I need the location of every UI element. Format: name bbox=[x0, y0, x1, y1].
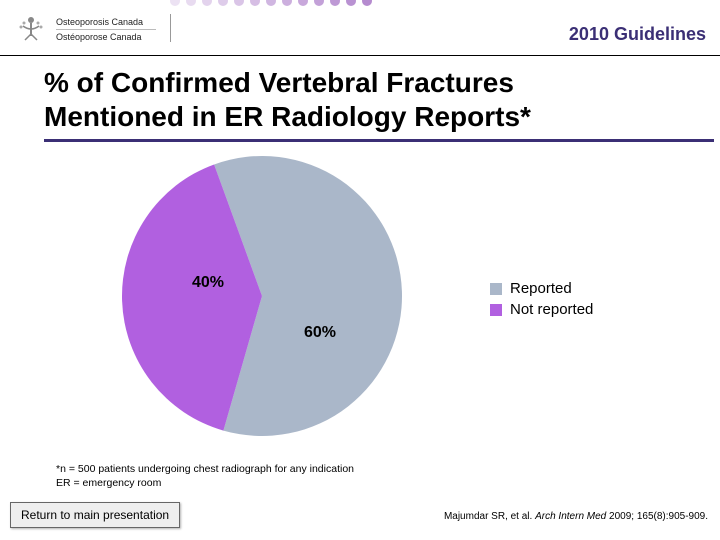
legend-label: Not reported bbox=[510, 301, 593, 318]
pie-label-reported: 40% bbox=[192, 274, 224, 292]
footnote: *n = 500 patients undergoing chest radio… bbox=[56, 462, 354, 490]
page-title: % of Confirmed Vertebral Fractures Menti… bbox=[0, 56, 720, 150]
org-name-fr: Ostéoporose Canada bbox=[56, 32, 156, 42]
legend-label: Reported bbox=[510, 280, 572, 297]
header-dots bbox=[170, 0, 372, 6]
pie-label-not-reported: 60% bbox=[304, 324, 336, 342]
title-line-2: Mentioned in ER Radiology Reports* bbox=[44, 101, 531, 132]
footnote-line-1: *n = 500 patients undergoing chest radio… bbox=[56, 462, 354, 476]
citation-prefix: Majumdar SR, et al. bbox=[444, 511, 535, 522]
logo-text: Osteoporosis Canada Ostéoporose Canada bbox=[56, 17, 156, 42]
decoration-dot bbox=[362, 0, 372, 6]
logo-icon bbox=[14, 12, 48, 46]
decoration-dot bbox=[266, 0, 276, 6]
decoration-dot bbox=[314, 0, 324, 6]
citation: Majumdar SR, et al. Arch Intern Med 2009… bbox=[444, 511, 708, 522]
return-button[interactable]: Return to main presentation bbox=[10, 502, 180, 528]
legend-item: Reported bbox=[490, 280, 593, 297]
decoration-dot bbox=[202, 0, 212, 6]
decoration-dot bbox=[298, 0, 308, 6]
decoration-dot bbox=[218, 0, 228, 6]
decoration-dot bbox=[234, 0, 244, 6]
guidelines-label: 2010 Guidelines bbox=[569, 24, 706, 45]
header: Osteoporosis Canada Ostéoporose Canada 2… bbox=[0, 0, 720, 56]
legend-swatch bbox=[490, 304, 502, 316]
pie-chart: 60% 40% bbox=[122, 156, 402, 436]
decoration-dot bbox=[170, 0, 180, 6]
decoration-dot bbox=[186, 0, 196, 6]
citation-journal: Arch Intern Med bbox=[535, 511, 606, 522]
legend: Reported Not reported bbox=[490, 280, 593, 322]
legend-item: Not reported bbox=[490, 301, 593, 318]
decoration-dot bbox=[330, 0, 340, 6]
title-underline bbox=[44, 139, 714, 142]
decoration-dot bbox=[250, 0, 260, 6]
citation-suffix: 2009; 165(8):905-909. bbox=[606, 511, 708, 522]
decoration-dot bbox=[282, 0, 292, 6]
footnote-line-2: ER = emergency room bbox=[56, 476, 354, 490]
org-name-en: Osteoporosis Canada bbox=[56, 17, 156, 27]
org-logo: Osteoporosis Canada Ostéoporose Canada bbox=[14, 12, 156, 46]
logo-text-divider bbox=[56, 29, 156, 30]
logo-divider bbox=[170, 14, 171, 42]
title-line-1: % of Confirmed Vertebral Fractures bbox=[44, 67, 514, 98]
legend-swatch bbox=[490, 283, 502, 295]
decoration-dot bbox=[346, 0, 356, 6]
chart-area: 60% 40% Reported Not reported bbox=[0, 150, 720, 460]
